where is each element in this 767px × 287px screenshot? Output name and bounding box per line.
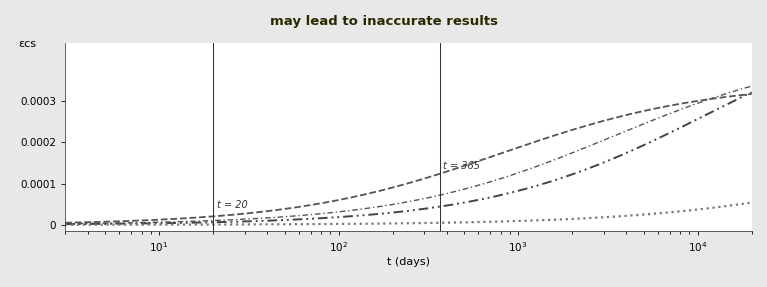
Y-axis label: εcs: εcs xyxy=(18,39,37,49)
X-axis label: t (days): t (days) xyxy=(387,257,430,267)
Text: may lead to inaccurate results: may lead to inaccurate results xyxy=(269,15,498,28)
Text: t = 365: t = 365 xyxy=(443,161,480,171)
Text: t = 20: t = 20 xyxy=(217,200,248,210)
